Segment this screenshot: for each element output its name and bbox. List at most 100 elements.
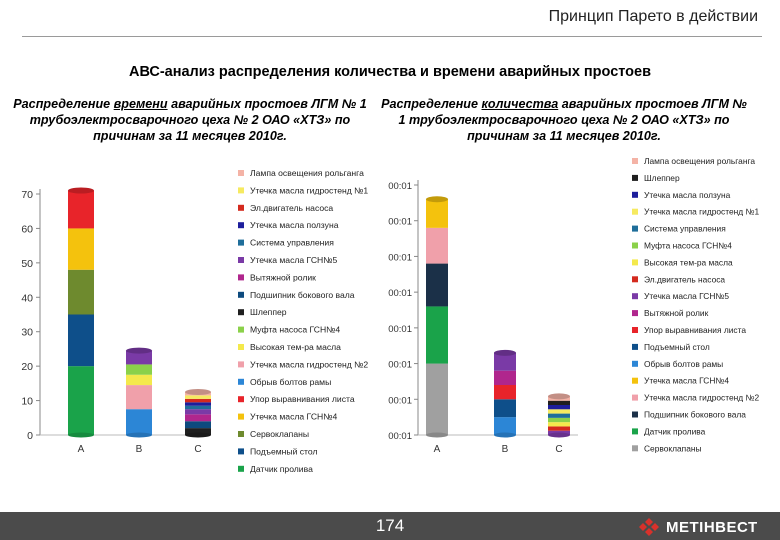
brand-name: МЕТІНВЕСТ — [666, 518, 758, 536]
chart0-bar-A-segment — [68, 269, 94, 315]
chart1-legend-label: Эл.двигатель насоса — [644, 274, 725, 284]
chart1-legend-label: Лампа освещения рольганга — [644, 156, 755, 166]
chart1-legend-label: Обрыв болтов рамы — [644, 359, 723, 369]
chart1-legend-label: Утечка масла ГСН№5 — [644, 291, 729, 301]
right-subtitle-after: аварийных простоев ЛГМ № 1 трубоэлектрос… — [398, 97, 747, 143]
chart0-category-label: A — [78, 444, 85, 455]
chart0-bar-A-segment — [68, 190, 94, 229]
slide-title: Принцип Парето в действии — [548, 8, 758, 25]
chart1-tick-label: 00:01 — [388, 431, 412, 442]
chart1-bar-C-segment — [548, 409, 570, 414]
chart1-bar-B-segment — [494, 385, 516, 400]
slide-header: Принцип Парето в действии — [0, 0, 780, 38]
chart1-bar-A-cap — [426, 196, 448, 203]
chart0-legend-label: Вытяжной ролик — [250, 272, 316, 282]
chart1-legend-label: Утечка масла гидростенд №1 — [644, 207, 759, 217]
chart1-bar-C-segment — [548, 400, 570, 405]
footer-bar: 174 МЕТІНВЕСТ — [0, 512, 780, 540]
chart1-legend-label: Утечка масла ГСН№4 — [644, 376, 729, 386]
chart0-legend-swatch — [238, 257, 244, 263]
chart1-bar-A-segment — [426, 227, 448, 264]
chart0-tick-label: 50 — [21, 258, 33, 270]
chart1-bar-A-segment — [426, 306, 448, 364]
chart1-bar-C-segment — [548, 413, 570, 418]
chart1-legend-swatch — [632, 158, 638, 164]
chart1-bar-C-segment — [548, 422, 570, 427]
chart0-bar-B-segment — [126, 364, 152, 375]
chart1-legend-label: Высокая тем-ра масла — [644, 257, 733, 267]
chart0-legend-label: Утечка масла ГСН№4 — [250, 412, 337, 422]
chart1-legend-swatch — [632, 327, 638, 333]
chart0-bar-A-segment — [68, 366, 94, 435]
chart0-legend-label: Эл.двигатель насоса — [250, 203, 333, 213]
chart0-legend-swatch — [238, 361, 244, 368]
chart1-legend-label: Шлеппер — [644, 173, 680, 183]
chart0-bar-A-segment — [68, 228, 94, 270]
chart1-legend-label: Упор выравнивания листа — [644, 325, 746, 335]
chart0-tick-label: 30 — [21, 327, 33, 339]
chart1-legend-label: Подъемный стол — [644, 342, 710, 352]
chart0-legend-swatch — [238, 413, 244, 420]
chart1-tick-label: 00:01 — [388, 395, 412, 406]
chart1-legend-label: Муфта насоса ГСН№4 — [644, 241, 732, 251]
left-subtitle-before: Распределение — [13, 97, 114, 111]
chart1-legend-swatch — [632, 259, 638, 266]
chart0-legend-label: Шлеппер — [250, 307, 287, 317]
chart0-bar-C-segment — [185, 409, 211, 415]
chart1-legend-swatch — [632, 394, 638, 401]
chart0-legend-label: Датчик пролива — [250, 464, 313, 474]
chart0-legend-label: Утечка масла ГСН№5 — [250, 255, 337, 265]
chart0-legend-label: Утечка масла ползуна — [250, 220, 339, 230]
chart0-legend-swatch — [238, 326, 244, 333]
chart0-bar-B-segment — [126, 374, 152, 386]
left-chart-subtitle: Распределение времени аварийных простоев… — [10, 96, 370, 144]
analysis-title: АВС-анализ распределения количества и вр… — [128, 64, 651, 80]
chart0-legend-label: Муфта насоса ГСН№4 — [250, 325, 340, 335]
chart1-bar-A-segment — [426, 199, 448, 228]
chart1-bar-C-segment — [548, 426, 570, 431]
chart0-legend-label: Система управления — [250, 238, 334, 248]
chart0-legend-label: Высокая тем-ра масла — [250, 342, 341, 352]
chart1-bar-C-segment — [548, 405, 570, 410]
chart0-legend-swatch — [238, 378, 244, 385]
chart0-bar-A-segment — [68, 314, 94, 367]
chart0-legend-swatch — [238, 448, 244, 455]
chart1-bar-B-segment — [494, 417, 516, 435]
chart1-legend-swatch — [632, 428, 638, 435]
chart0-bar-C-segment — [185, 414, 211, 422]
chart1-category-label: B — [502, 444, 509, 455]
chart0-legend-swatch — [238, 309, 244, 316]
chart0-tick-label: 70 — [21, 189, 33, 201]
chart0-bar-B-base — [126, 432, 152, 438]
chart0-bar-C-cap — [185, 388, 211, 395]
chart1-legend-swatch — [632, 276, 638, 283]
right-chart-subtitle: Распределение количества аварийных прост… — [378, 96, 750, 144]
chart1-category-label: C — [555, 444, 562, 455]
chart0-bar-C-segment — [185, 421, 211, 429]
chart0-legend-swatch — [238, 187, 244, 194]
chart1-legend-swatch — [632, 360, 638, 367]
chart1-category-label: A — [434, 444, 441, 455]
chart0-legend-swatch — [238, 204, 244, 211]
chart1-tick-label: 00:01 — [388, 217, 412, 228]
metinvest-logo: МЕТІНВЕСТ — [638, 517, 758, 537]
chart0-category-label: B — [136, 444, 143, 455]
chart1-legend-swatch — [632, 445, 638, 452]
chart1-legend-swatch — [632, 191, 638, 198]
metinvest-logo-icon — [639, 518, 659, 536]
chart1-bar-B-cap — [494, 349, 516, 356]
chart1-legend-label: Утечка масла ползуна — [644, 190, 731, 200]
chart1-legend-label: Датчик пролива — [644, 426, 706, 436]
chart0-legend-label: Утечка масла гидростенд №1 — [250, 185, 368, 195]
chart0-bar-C-segment — [185, 398, 211, 403]
chart1-bar-A-segment — [426, 363, 448, 435]
chart0-tick-label: 60 — [21, 223, 33, 235]
chart1-bar-B-segment — [494, 352, 516, 371]
chart0-category-label: C — [194, 444, 201, 455]
chart0-legend-swatch — [238, 431, 244, 437]
chart1-bar-A-segment — [426, 263, 448, 307]
chart1-bar-B-segment — [494, 370, 516, 385]
chart0-bar-C-segment — [185, 395, 211, 399]
chart1-bar-A-base — [426, 432, 448, 438]
chart0-legend-swatch — [238, 222, 244, 229]
